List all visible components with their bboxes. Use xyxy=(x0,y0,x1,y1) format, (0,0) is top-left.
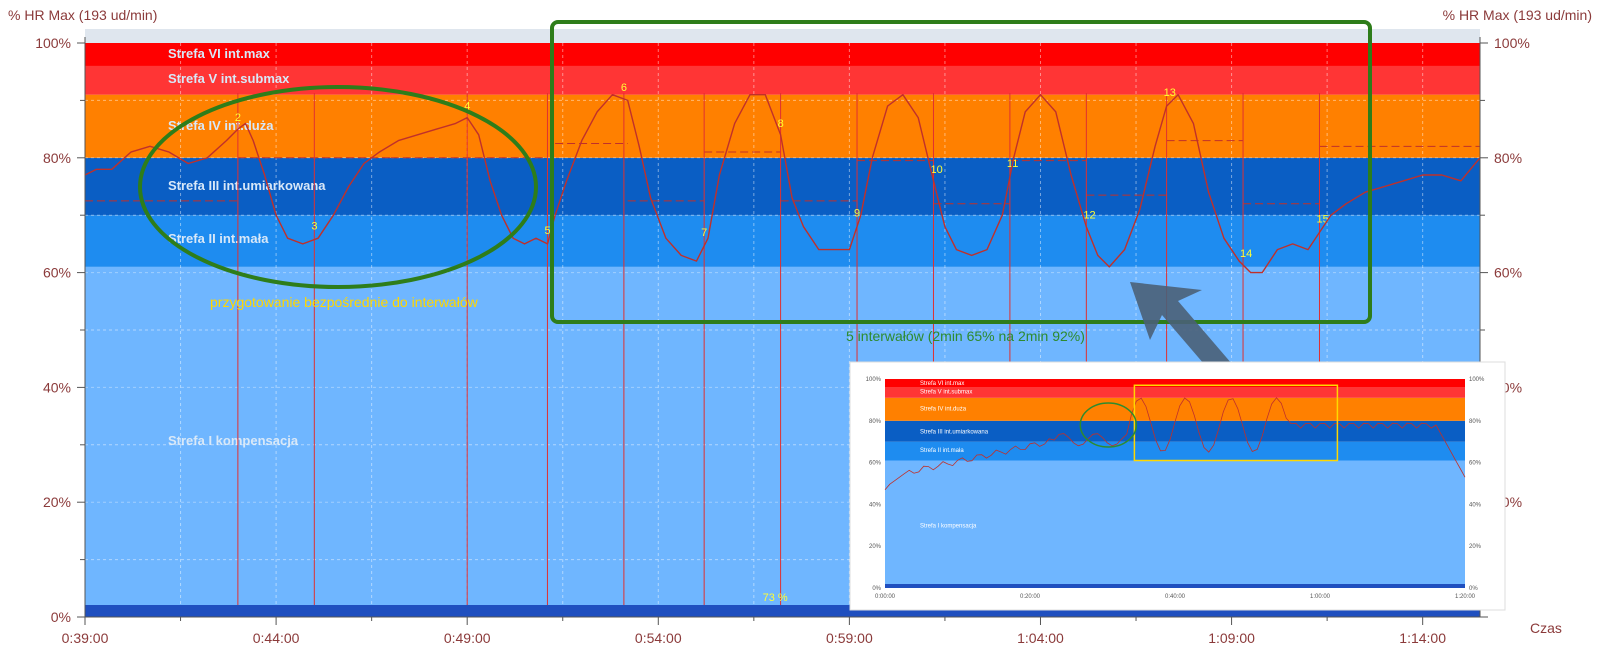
inset-highlight-ellipse xyxy=(1079,402,1138,448)
inset-y-tick-right: 100% xyxy=(1469,377,1485,383)
inset-y-tick-right: 0% xyxy=(1469,586,1478,592)
inset-y-tick: 20% xyxy=(869,544,882,550)
y-tick-label-left: 40% xyxy=(43,379,71,395)
inset-zone-label: Strefa II int.mała xyxy=(920,448,964,454)
inset-y-tick: 40% xyxy=(869,502,882,508)
inset-highlight-rect xyxy=(1133,384,1339,462)
x-tick-label: 1:04:00 xyxy=(1017,630,1064,646)
y-tick-label-right: 80% xyxy=(1494,150,1522,166)
y-tick-label-right: 60% xyxy=(1494,265,1522,281)
y-tick-label-left: 60% xyxy=(43,265,71,281)
inset-x-tick: 1:00:00 xyxy=(1310,594,1331,600)
lap-marker-label: 12 xyxy=(1083,210,1095,222)
zone-label: Strefa III int.umiarkowana xyxy=(168,178,326,193)
y-tick-label-left: 20% xyxy=(43,494,71,510)
y-tick-label-right: 100% xyxy=(1494,35,1530,51)
lap-marker-label: 8 xyxy=(778,118,784,130)
hr-series-line xyxy=(84,94,1481,274)
inset-zone-label: Strefa I kompensacja xyxy=(920,523,977,529)
y-tick-label-left: 100% xyxy=(35,35,71,51)
y-tick-label-left: 0% xyxy=(51,609,71,625)
lap-marker-label: 15 xyxy=(1316,213,1328,225)
lap-marker-label: 14 xyxy=(1240,248,1252,260)
y-axis-title-right: % HR Max (193 ud/min) xyxy=(1443,7,1592,23)
inset-y-tick-right: 60% xyxy=(1469,461,1482,467)
y-axis-title-left: % HR Max (193 ud/min) xyxy=(8,7,157,23)
inset-y-tick-right: 20% xyxy=(1469,544,1482,550)
lap-marker-label: 10 xyxy=(930,164,942,176)
lap-marker-label: 5 xyxy=(544,225,550,237)
zone-band xyxy=(85,215,1480,267)
x-tick-label: 0:49:00 xyxy=(444,630,491,646)
inset-x-tick: 0:00:00 xyxy=(875,594,896,600)
axes-layer: 0%20% 20%40% 40%60% 60%80% 80%100% 100%0:39:0… xyxy=(8,7,1592,646)
inset-zone-label: Strefa IV int.duża xyxy=(920,406,967,412)
inset-y-tick-right: 80% xyxy=(1469,419,1482,425)
zone-label: Strefa V int.submax xyxy=(168,71,290,86)
lap-marker-label: 6 xyxy=(621,82,627,94)
average-label: 73 % xyxy=(763,592,788,604)
intervals-annotation: 5 interwałów (2min 65% na 2min 92%) xyxy=(846,328,1085,344)
inset-zone-band xyxy=(885,397,1465,421)
zone-band xyxy=(85,157,1480,216)
preparation-highlight-ellipse xyxy=(138,85,538,289)
zone-label: Strefa I kompensacja xyxy=(168,433,299,448)
inset-zone-band xyxy=(885,420,1465,442)
inset-y-tick-right: 40% xyxy=(1469,502,1482,508)
lap-marker-label: 9 xyxy=(854,208,860,220)
inset-y-tick: 100% xyxy=(866,377,882,383)
x-tick-label: 0:39:00 xyxy=(62,630,109,646)
inset-zone-band xyxy=(885,387,1465,398)
inset-y-tick: 0% xyxy=(872,586,881,592)
lap-marker-label: 3 xyxy=(311,221,317,233)
inset-x-tick: 1:20:00 xyxy=(1455,594,1476,600)
inset-x-tick: 0:40:00 xyxy=(1165,594,1186,600)
lap-marker-label: 7 xyxy=(701,227,707,239)
inset-series-line xyxy=(884,397,1466,491)
zone-label: Strefa II int.mała xyxy=(168,231,269,246)
x-tick-label: 0:44:00 xyxy=(253,630,300,646)
zone-label: Strefa VI int.max xyxy=(168,46,271,61)
x-tick-label: 1:14:00 xyxy=(1399,630,1446,646)
x-tick-label: 0:54:00 xyxy=(635,630,682,646)
inset-zone-band xyxy=(885,441,1465,461)
zone-band xyxy=(85,43,1480,66)
series-layer xyxy=(84,94,1481,274)
inset-y-tick: 60% xyxy=(869,461,882,467)
zone-band xyxy=(85,65,1480,95)
x-axis-title: Czas xyxy=(1530,620,1562,636)
intervals-highlight-rect xyxy=(550,20,1372,324)
inset-zone-band xyxy=(885,460,1465,588)
inset-zone-label: Strefa VI int.max xyxy=(920,381,964,387)
y-tick-label-left: 80% xyxy=(43,150,71,166)
inset-y-tick: 80% xyxy=(869,419,882,425)
x-tick-label: 1:09:00 xyxy=(1208,630,1255,646)
plot-top-strip xyxy=(85,29,1480,43)
lap-marker-label: 4 xyxy=(464,101,470,113)
x-tick-label: 0:59:00 xyxy=(826,630,873,646)
inset-thumbnail: Strefa VI int.max Strefa V int.submax Stre… xyxy=(849,361,1506,611)
preparation-annotation: przygotowanie bezpośrednie do interwałów xyxy=(210,294,479,310)
inset-base-bar xyxy=(885,584,1465,588)
inset-x-tick: 0:20:00 xyxy=(1020,594,1041,600)
inset-zone-band xyxy=(885,379,1465,388)
inset-zone-label: Strefa III int.umiarkowana xyxy=(920,429,989,435)
inset-zone-label: Strefa V int.submax xyxy=(920,390,972,396)
lap-marker-label: 2 xyxy=(235,112,241,124)
lap-marker-label: 13 xyxy=(1164,87,1176,99)
